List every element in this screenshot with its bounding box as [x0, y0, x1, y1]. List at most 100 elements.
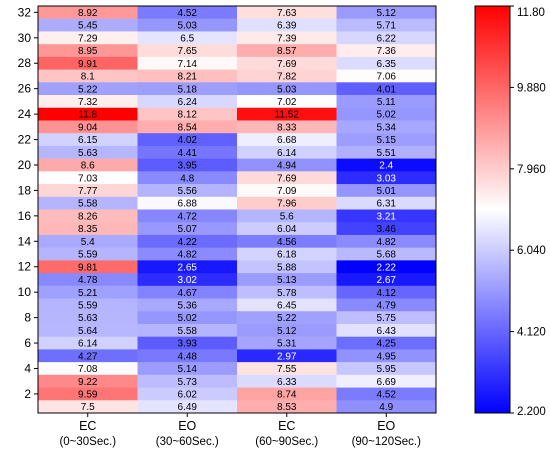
- y-tick-label: 30: [18, 31, 32, 45]
- heatmap-cell: [237, 120, 337, 134]
- y-tick-label: 22: [18, 133, 32, 147]
- heatmap-cell: [38, 120, 138, 134]
- heatmap-cell: [237, 56, 337, 70]
- cell-value-label: 5.22: [78, 84, 98, 95]
- heatmap-cell: [137, 107, 238, 121]
- axes: 2468101214161820222426283032EC(0~30Sec.)…: [18, 5, 437, 448]
- cell-value-label: 5.11: [377, 97, 396, 108]
- cell-labels: 8.92 4.52 7.63 5.12 5.45 5.03 6.39 5.71 7.29 6.5 7…: [78, 8, 396, 413]
- heatmap-cell: [237, 107, 337, 121]
- heatmap-cell: [38, 247, 138, 261]
- heatmap-cell: [237, 31, 337, 45]
- cell-value-label: 6.14: [78, 339, 98, 350]
- cell-value-label: 5.71: [377, 21, 397, 32]
- cell-value-label: 4.72: [178, 211, 198, 222]
- heatmap-cell: [336, 247, 437, 261]
- cell-value-label: 8.6: [81, 161, 95, 172]
- heatmap-cell: [38, 209, 138, 223]
- cell-value-label: 5.13: [277, 275, 297, 286]
- x-tick-label-interval: (0~30Sec.): [59, 436, 116, 448]
- heatmap-cell: [38, 387, 138, 401]
- heatmap-cell: [336, 133, 437, 147]
- heatmap-cell: [38, 222, 138, 236]
- heatmap-cell: [336, 158, 437, 172]
- heatmap-cell: [237, 145, 337, 160]
- cell-value-label: 7.82: [277, 72, 297, 83]
- cell-value-label: 7.5: [81, 402, 95, 413]
- y-tick-label: 20: [18, 158, 32, 172]
- heatmap-cell: [237, 234, 337, 249]
- heatmap-cell: [137, 184, 238, 198]
- cell-value-label: 2.97: [277, 351, 297, 362]
- heatmap-cell: [137, 387, 238, 401]
- heatmap-cell: [336, 18, 437, 32]
- heatmap-cell: [137, 311, 238, 325]
- heatmap-cell: [38, 44, 138, 58]
- cell-value-label: 11.8: [78, 110, 97, 121]
- cell-value-label: 4.41: [178, 148, 198, 159]
- y-tick-label: 24: [18, 107, 32, 121]
- cell-value-label: 8.92: [78, 8, 98, 19]
- y-tick-label: 2: [24, 387, 31, 401]
- cell-value-label: 6.02: [178, 390, 198, 401]
- cell-value-label: 4.94: [277, 161, 297, 172]
- y-tick-label: 14: [18, 234, 32, 248]
- cell-value-label: 9.59: [78, 390, 98, 401]
- heatmap-cell: [38, 107, 138, 121]
- heatmap-cell: [38, 18, 138, 32]
- cell-value-label: 8.74: [277, 390, 297, 401]
- colorbar: 2.200 4.120 6.040 7.960 9.880 11.80: [474, 5, 546, 418]
- cell-value-label: 6.68: [277, 135, 297, 146]
- heatmap-cell: [38, 400, 138, 414]
- heatmap-cell: [38, 323, 138, 338]
- heatmap-cell: [237, 133, 337, 147]
- cell-value-label: 7.03: [78, 173, 98, 184]
- cell-value-label: 5.21: [78, 288, 98, 299]
- cell-value-label: 4.22: [178, 237, 198, 248]
- heatmap-cell: [336, 336, 437, 350]
- y-tick-label: 10: [18, 285, 32, 299]
- y-tick-label: 28: [18, 56, 32, 70]
- heatmap-cell: [237, 311, 337, 325]
- heatmap-cell: [137, 222, 238, 236]
- cell-value-label: 3.21: [377, 211, 397, 222]
- cell-value-label: 4.02: [178, 135, 198, 146]
- cell-value-label: 8.21: [178, 72, 198, 83]
- cell-value-label: 5.03: [178, 21, 198, 32]
- cell-value-label: 6.45: [277, 300, 297, 311]
- colorbar-tick-label: 4.120: [517, 327, 546, 339]
- heatmap-cell: [137, 400, 238, 414]
- cell-value-label: 6.88: [178, 199, 198, 210]
- x-tick-label-condition: EC: [79, 419, 96, 433]
- heatmap-cell: [336, 260, 437, 274]
- heatmap-cell: [237, 247, 337, 261]
- heatmap-cell: [237, 260, 337, 274]
- cell-value-label: 4.52: [377, 390, 397, 401]
- heatmap-cell: [137, 374, 238, 388]
- heatmap-cell: [237, 349, 337, 363]
- cell-value-label: 8.53: [277, 402, 297, 413]
- y-tick-label: 26: [18, 82, 32, 96]
- cell-value-label: 3.95: [178, 161, 198, 172]
- cell-value-label: 5.4: [81, 237, 95, 248]
- cell-value-label: 8.54: [178, 122, 198, 133]
- heatmap-cell: [237, 222, 337, 236]
- cell-value-label: 5.31: [277, 339, 297, 350]
- heatmap-cell: [336, 298, 437, 312]
- heatmap-cell: [38, 336, 138, 350]
- cell-value-label: 9.22: [78, 377, 98, 388]
- cell-value-label: 5.88: [277, 262, 297, 273]
- y-tick-label: 16: [18, 209, 32, 223]
- cell-value-label: 7.55: [277, 364, 297, 375]
- cell-value-label: 6.43: [377, 326, 397, 337]
- cell-value-label: 6.39: [277, 21, 297, 32]
- cell-value-label: 7.69: [277, 59, 297, 70]
- plot-frame: [37, 5, 437, 414]
- cell-value-label: 6.22: [377, 33, 397, 44]
- x-tick-label-interval: (90~120Sec.): [352, 436, 422, 448]
- heatmap-cell: [336, 69, 437, 83]
- cell-value-label: 7.39: [277, 33, 297, 44]
- cell-value-label: 5.18: [178, 84, 198, 95]
- heatmap-cell: [137, 145, 238, 160]
- cell-value-label: 5.73: [178, 377, 198, 388]
